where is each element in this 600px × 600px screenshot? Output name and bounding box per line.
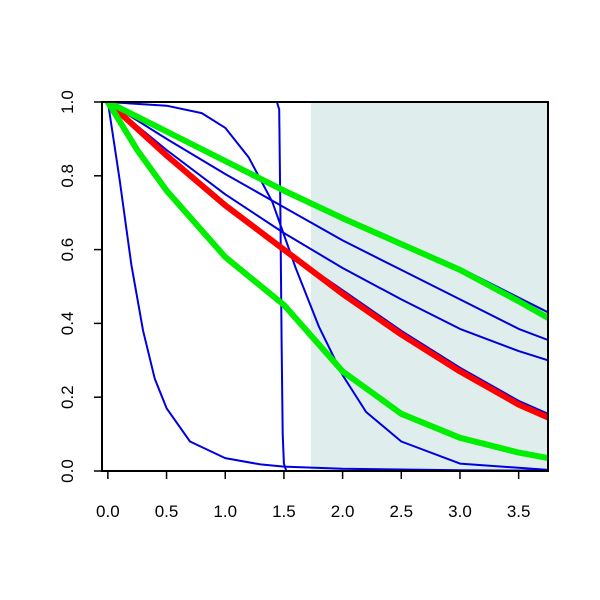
top-mask — [0, 0, 600, 101]
plot-frame — [101, 101, 549, 472]
x-tick-label: 1.5 — [272, 502, 296, 521]
series-line-3 — [106, 101, 549, 471]
x-tick-label: 2.0 — [331, 502, 355, 521]
y-tick-label: 0.4 — [58, 312, 77, 336]
y-tick-label: 1.0 — [58, 90, 77, 114]
shaded-region — [310, 102, 548, 471]
x-tick-label: 3.0 — [448, 502, 472, 521]
series-line-10 — [104, 99, 551, 462]
x-tick-label: 1.0 — [213, 502, 237, 521]
y-tick-label: 0.8 — [58, 164, 77, 188]
series-line-9 — [104, 99, 551, 321]
x-tick-label: 2.5 — [389, 502, 413, 521]
x-tick-label: 0.5 — [155, 502, 179, 521]
series-line-2 — [106, 101, 549, 472]
right-mask — [549, 0, 600, 600]
x-tick-label: 0.0 — [96, 502, 120, 521]
series-line-4 — [106, 101, 549, 362]
series-line-5 — [106, 101, 549, 341]
x-tick-label: 3.5 — [507, 502, 531, 521]
series-line-1 — [106, 101, 549, 472]
y-tick-label: 0.2 — [58, 385, 77, 409]
y-tick-label: 0.0 — [58, 459, 77, 483]
series-line-8 — [104, 99, 551, 421]
y-tick-label: 0.6 — [58, 238, 77, 262]
